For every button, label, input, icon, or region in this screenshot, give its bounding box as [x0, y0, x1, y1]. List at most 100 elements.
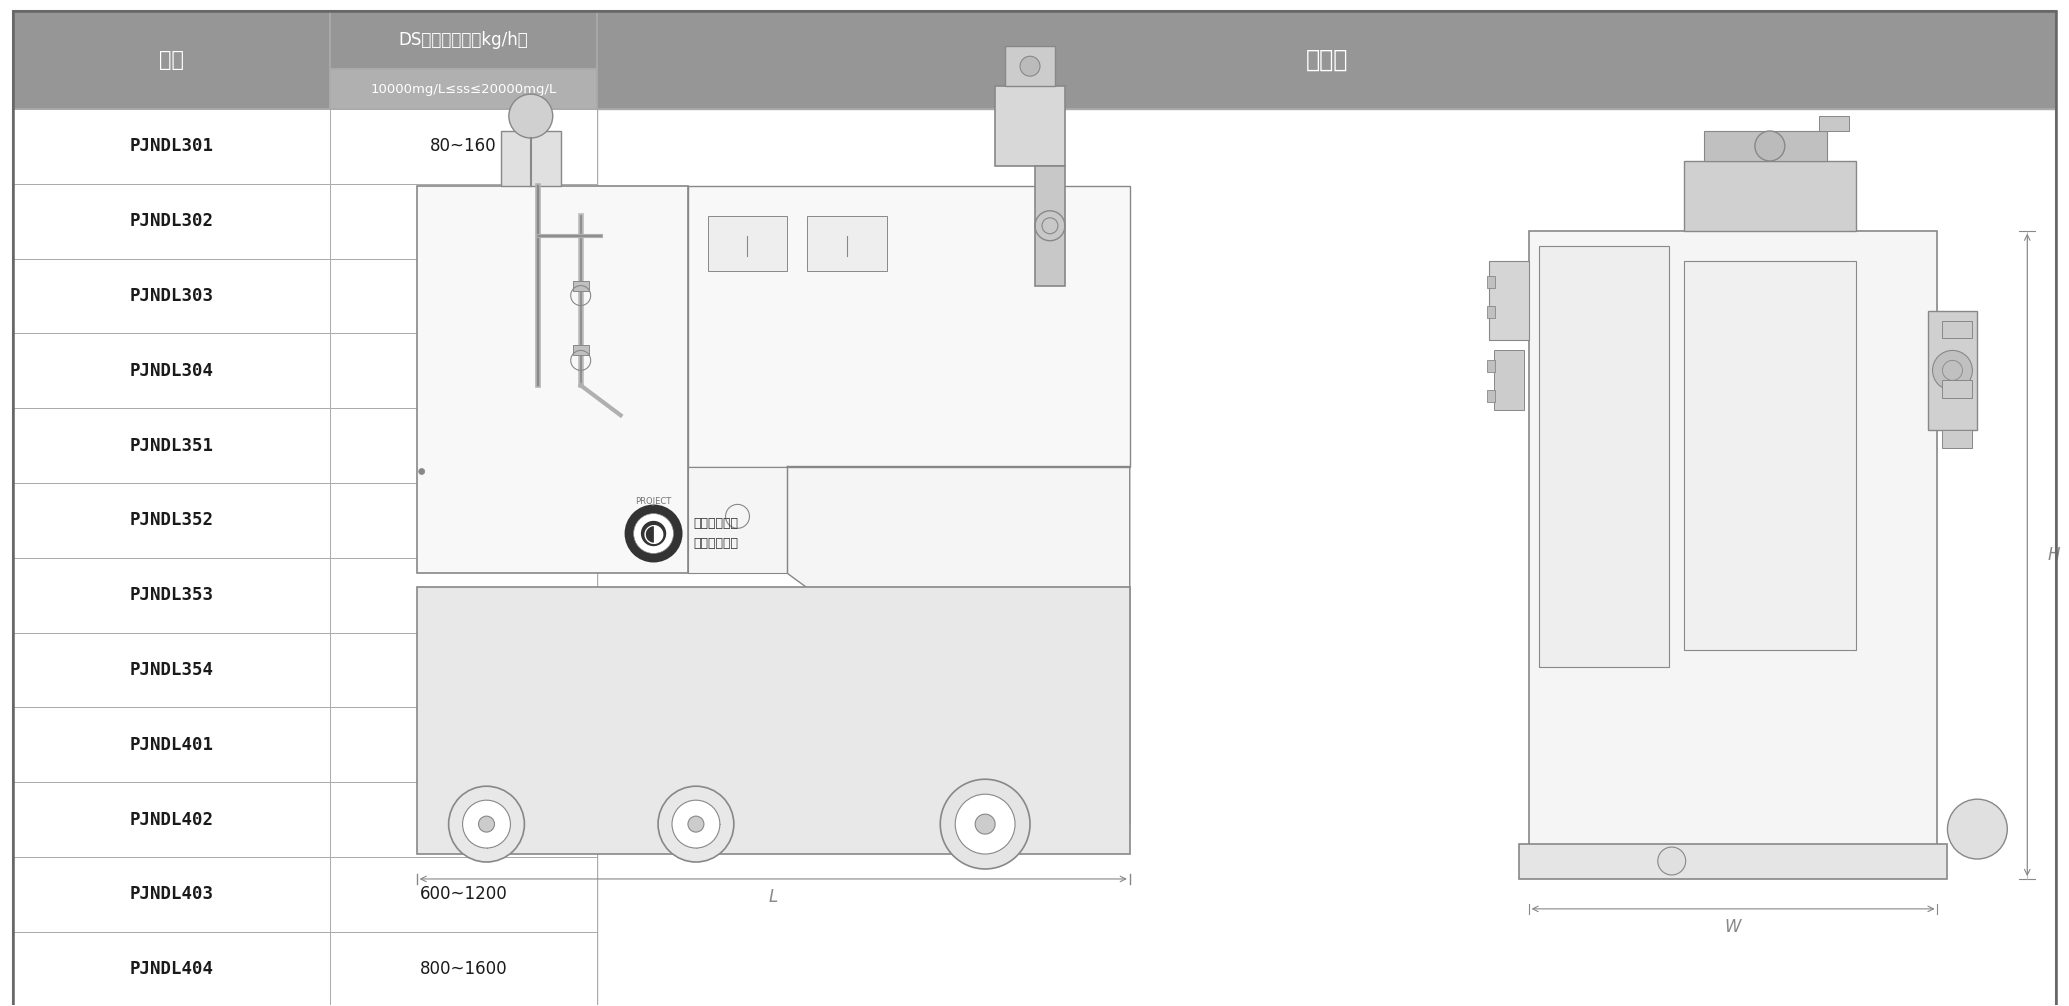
- Bar: [12, 483, 329, 558]
- Bar: [1529, 230, 1937, 849]
- Bar: [708, 216, 788, 271]
- Text: 240~480: 240~480: [424, 287, 503, 305]
- Bar: [329, 707, 598, 783]
- Bar: [329, 857, 598, 932]
- Circle shape: [625, 506, 681, 561]
- Bar: [1705, 131, 1827, 161]
- Text: PJNDL302: PJNDL302: [130, 212, 213, 230]
- Text: 600~1200: 600~1200: [420, 885, 507, 903]
- Bar: [1006, 46, 1055, 87]
- Circle shape: [974, 814, 995, 834]
- Text: DS标准处理量（kg/h）: DS标准处理量（kg/h）: [399, 31, 528, 49]
- Bar: [1943, 321, 1972, 338]
- Bar: [1928, 311, 1978, 431]
- Text: 科技有限公司: 科技有限公司: [693, 537, 739, 550]
- Bar: [1943, 380, 1972, 398]
- Bar: [329, 11, 598, 69]
- Bar: [1488, 306, 1494, 318]
- Text: 10000mg/L≤ss≤20000mg/L: 10000mg/L≤ss≤20000mg/L: [370, 82, 557, 96]
- Bar: [12, 932, 329, 1006]
- Circle shape: [1657, 847, 1686, 875]
- Text: ◑: ◑: [643, 521, 664, 545]
- Circle shape: [1932, 350, 1972, 390]
- Bar: [1684, 161, 1856, 230]
- Bar: [12, 184, 329, 259]
- Text: 160~320: 160~320: [424, 212, 503, 230]
- Text: 800~1600: 800~1600: [420, 960, 507, 978]
- Bar: [1819, 116, 1850, 131]
- Text: PJNDL353: PJNDL353: [130, 586, 213, 605]
- Text: 扬州普江环保: 扬州普江环保: [693, 517, 739, 530]
- Bar: [598, 109, 2057, 1006]
- Text: H: H: [2046, 546, 2061, 563]
- Text: 80~160: 80~160: [430, 138, 497, 156]
- Bar: [329, 633, 598, 707]
- Text: PJNDL351: PJNDL351: [130, 437, 213, 455]
- Text: 240~480: 240~480: [424, 511, 503, 529]
- Circle shape: [449, 787, 523, 862]
- Text: PJNDL352: PJNDL352: [130, 511, 213, 529]
- Text: 外形图: 外形图: [1306, 48, 1347, 72]
- Circle shape: [939, 780, 1030, 869]
- Bar: [329, 483, 598, 558]
- Text: PJNDL303: PJNDL303: [130, 287, 213, 305]
- Bar: [1519, 844, 1947, 879]
- Text: W: W: [1726, 917, 1742, 936]
- Bar: [12, 333, 329, 408]
- Bar: [12, 707, 329, 783]
- Bar: [329, 333, 598, 408]
- Circle shape: [509, 95, 552, 138]
- Bar: [1488, 276, 1494, 288]
- Bar: [573, 345, 590, 355]
- Text: PROJECT: PROJECT: [635, 497, 672, 506]
- Bar: [12, 109, 329, 184]
- Text: PJNDL354: PJNDL354: [130, 661, 213, 679]
- Text: 320~640: 320~640: [424, 362, 503, 380]
- Bar: [329, 932, 598, 1006]
- Bar: [12, 633, 329, 707]
- Text: PJNDL401: PJNDL401: [130, 735, 213, 753]
- Bar: [1488, 390, 1494, 402]
- Bar: [329, 259, 598, 333]
- Circle shape: [478, 816, 494, 832]
- Text: 200~400: 200~400: [424, 735, 503, 753]
- Bar: [329, 558, 598, 633]
- Bar: [12, 259, 329, 333]
- Bar: [687, 467, 788, 573]
- Polygon shape: [788, 467, 1130, 824]
- Bar: [329, 69, 598, 109]
- Bar: [1539, 245, 1670, 667]
- Bar: [416, 186, 687, 573]
- Bar: [329, 408, 598, 483]
- Circle shape: [1947, 799, 2007, 859]
- Circle shape: [658, 787, 734, 862]
- Bar: [329, 109, 598, 184]
- Bar: [1494, 350, 1523, 410]
- Bar: [501, 131, 561, 186]
- Bar: [598, 11, 2057, 109]
- Text: PJNDL403: PJNDL403: [130, 885, 213, 903]
- Circle shape: [418, 469, 424, 475]
- Text: 400~800: 400~800: [424, 811, 503, 829]
- Bar: [329, 184, 598, 259]
- Bar: [1488, 360, 1494, 372]
- Text: 机型: 机型: [159, 50, 184, 70]
- Bar: [12, 11, 329, 109]
- Bar: [416, 586, 1130, 854]
- Bar: [1034, 166, 1066, 286]
- Text: PJNDL301: PJNDL301: [130, 138, 213, 156]
- Text: PJNDL404: PJNDL404: [130, 960, 213, 978]
- Bar: [12, 558, 329, 633]
- Bar: [1490, 261, 1529, 340]
- Bar: [995, 87, 1066, 166]
- Bar: [329, 783, 598, 857]
- Bar: [12, 783, 329, 857]
- Bar: [1943, 431, 1972, 448]
- Circle shape: [633, 514, 674, 553]
- Text: 480~960: 480~960: [424, 661, 503, 679]
- Circle shape: [956, 794, 1016, 854]
- Circle shape: [1755, 131, 1786, 161]
- Circle shape: [689, 816, 703, 832]
- Bar: [12, 408, 329, 483]
- Circle shape: [672, 800, 720, 848]
